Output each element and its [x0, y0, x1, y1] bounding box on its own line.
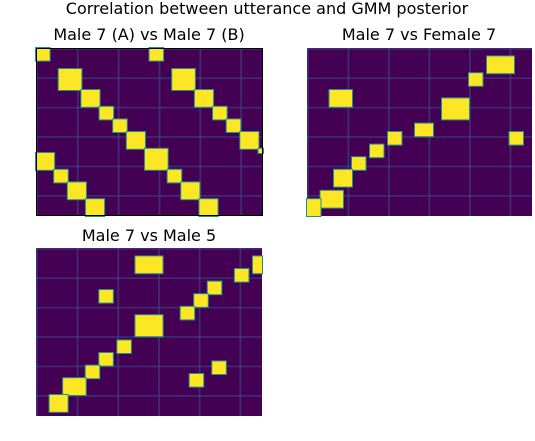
heatmap-block: [99, 290, 113, 303]
heatmap-col-band: [239, 248, 242, 416]
heatmap-block: [181, 182, 200, 200]
heatmap-col-band: [117, 248, 120, 416]
heatmap-col-band: [76, 248, 79, 416]
heatmap-block: [85, 199, 105, 216]
heatmap-block: [99, 353, 113, 366]
figure-suptitle: Correlation between utterance and GMM po…: [66, 0, 469, 18]
panel-title: Male 7 vs Female 7: [342, 25, 496, 44]
heatmap-block: [487, 56, 514, 74]
heatmap-col-band: [36, 248, 38, 416]
heatmap-block: [36, 153, 55, 170]
heatmap-row-band: [36, 277, 262, 280]
heatmap-block: [63, 378, 86, 395]
heatmap-row-band: [307, 48, 532, 50]
heatmap-row-band: [36, 195, 263, 197]
heatmap-row-band: [36, 248, 262, 250]
heatmap-row-band: [36, 395, 262, 397]
heatmap-block: [144, 148, 168, 170]
heatmap-col-band: [347, 48, 350, 216]
heatmap-block: [189, 374, 204, 387]
heatmap-panel-male7-vs-female7: Male 7 vs Female 7: [306, 25, 532, 217]
heatmap-block: [307, 199, 321, 216]
heatmap-block: [99, 106, 114, 120]
heatmap-col-band: [307, 48, 309, 216]
heatmap-block: [213, 106, 227, 120]
heatmap-block: [149, 48, 164, 61]
heatmap-block: [320, 190, 343, 208]
heatmap-block: [352, 157, 366, 170]
heatmap-block: [415, 123, 433, 137]
heatmap-cells: [35, 47, 264, 217]
panel-title: Male 7 (A) vs Male 7 (B): [53, 25, 244, 44]
heatmap-block: [36, 48, 50, 61]
heatmap-block: [135, 315, 163, 337]
heatmap-block: [81, 90, 100, 107]
heatmap-block: [469, 73, 483, 86]
heatmap-block: [226, 119, 241, 132]
heatmap-block: [67, 182, 86, 200]
heatmap-block: [207, 281, 222, 295]
heatmap-block: [117, 340, 131, 353]
heatmap-panel-male7a-vs-male7b: Male 7 (A) vs Male 7 (B): [35, 25, 264, 217]
heatmap-block: [58, 69, 82, 90]
heatmap-block: [334, 169, 352, 187]
heatmap-block: [49, 395, 68, 412]
heatmap-block: [329, 90, 352, 107]
heatmap-col-band: [199, 48, 202, 216]
heatmap-col-band: [469, 48, 471, 216]
heatmap-cells: [306, 48, 532, 217]
heatmap-block: [113, 119, 127, 132]
heatmap-block: [167, 169, 182, 183]
heatmap-cells: [36, 248, 263, 416]
heatmap-row-band: [36, 306, 262, 309]
heatmap-block: [509, 132, 523, 145]
heatmap-row-band: [36, 77, 263, 80]
heatmap-block: [258, 148, 263, 153]
heatmap-block: [126, 132, 145, 149]
heatmap-panel-male7-vs-male5: Male 7 vs Male 5: [36, 226, 263, 416]
panel-title: Male 7 vs Male 5: [82, 226, 216, 245]
heatmap-block: [135, 256, 163, 274]
heatmap-block: [442, 98, 469, 120]
heatmap-block: [199, 199, 218, 216]
heatmap-block: [388, 132, 402, 145]
heatmap-block: [172, 69, 195, 90]
heatmap-block: [252, 256, 262, 274]
heatmap-row-band: [36, 365, 262, 368]
heatmap-row-band: [307, 77, 532, 80]
heatmap-block: [180, 306, 195, 320]
heatmap-block: [194, 294, 208, 307]
heatmap-row-band: [36, 106, 263, 109]
axes-frame: [36, 48, 263, 216]
heatmap-block: [240, 132, 259, 149]
heatmap-block: [370, 144, 384, 158]
heatmap-block: [85, 365, 100, 379]
heatmap-row-band: [307, 106, 532, 109]
heatmap-col-band: [198, 248, 201, 416]
heatmap-block: [234, 269, 249, 282]
heatmap-block: [212, 361, 226, 374]
heatmap-block: [194, 90, 214, 107]
heatmap-row-band: [307, 165, 532, 168]
heatmap-col-band: [158, 48, 161, 216]
heatmap-row-band: [307, 195, 532, 197]
heatmap-block: [54, 169, 68, 183]
heatmap-row-band: [36, 136, 263, 138]
heatmap-col-band: [76, 48, 79, 216]
